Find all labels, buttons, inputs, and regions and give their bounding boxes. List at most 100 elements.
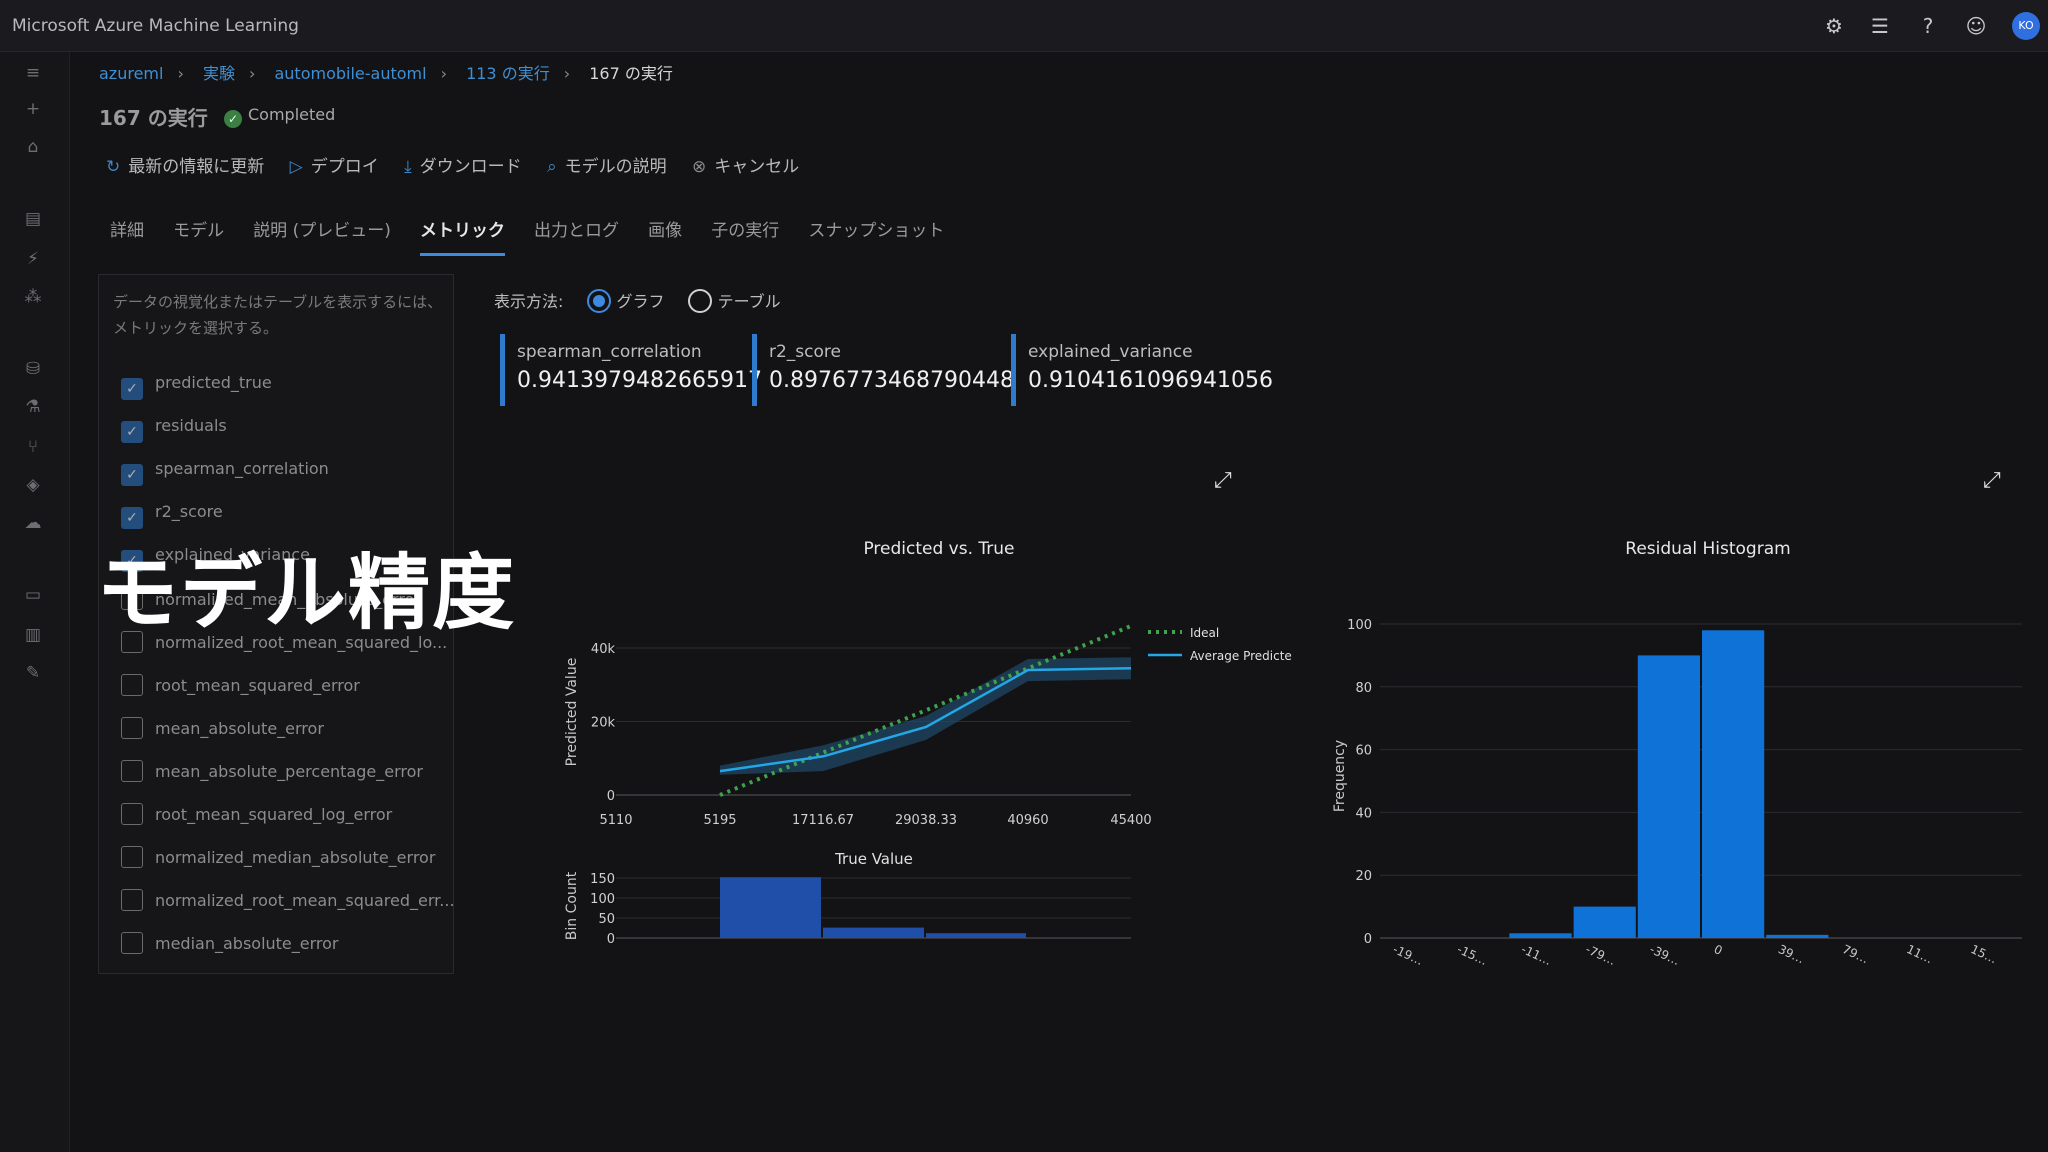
y-tick-label: 100 bbox=[590, 892, 615, 907]
refresh-icon: ↻ bbox=[106, 157, 121, 177]
chevron-right-icon: › bbox=[177, 64, 184, 83]
checkbox[interactable]: ✓ bbox=[121, 507, 143, 529]
checkbox[interactable] bbox=[121, 803, 143, 825]
checkbox[interactable] bbox=[121, 932, 143, 954]
table-radio[interactable] bbox=[687, 289, 712, 313]
table-radio-label[interactable]: テーブル bbox=[717, 292, 781, 311]
metric-label: explained_variance bbox=[155, 545, 310, 564]
checkbox[interactable] bbox=[121, 674, 143, 696]
tab-metrics[interactable]: メトリック bbox=[419, 216, 505, 256]
play-icon: ▷ bbox=[289, 157, 303, 177]
y-axis-label: Bin Count bbox=[564, 871, 580, 940]
pipelines-icon[interactable]: ⑂ bbox=[27, 437, 39, 457]
metric-label: mean_absolute_percentage_error bbox=[155, 762, 423, 781]
endpoints-icon[interactable]: ☁ bbox=[24, 513, 42, 533]
metric-checkbox-row[interactable]: mean_absolute_error bbox=[121, 717, 324, 741]
metric-checkbox-row[interactable]: normalized_root_mean_squared_lo... bbox=[121, 631, 447, 655]
breadcrumb-item[interactable]: azureml bbox=[99, 64, 164, 83]
graph-radio[interactable] bbox=[586, 289, 611, 313]
metric-checkbox-row[interactable]: normalized_mean_absolute_error bbox=[121, 588, 421, 612]
tab-details[interactable]: 詳細 bbox=[110, 221, 144, 241]
view-mode: 表示方法: グラフ テーブル bbox=[494, 288, 781, 313]
x-tick-label: 11… bbox=[1904, 942, 1935, 966]
metric-checkbox-row[interactable]: normalized_root_mean_squared_err... bbox=[121, 889, 455, 913]
breadcrumb-item[interactable]: 実験 bbox=[202, 64, 235, 83]
expand-icon[interactable]: ⤢ bbox=[1983, 468, 2001, 493]
expand-icon[interactable]: ⤢ bbox=[1214, 468, 1232, 493]
metric-label: predicted_true bbox=[155, 373, 272, 392]
checkbox[interactable]: ✓ bbox=[121, 378, 143, 400]
metric-checkbox-row[interactable]: ✓ residuals bbox=[121, 416, 227, 443]
metric-checkbox-row[interactable]: root_mean_squared_log_error bbox=[121, 803, 392, 827]
checkbox[interactable] bbox=[121, 717, 143, 739]
tab-child-runs[interactable]: 子の実行 bbox=[711, 221, 780, 241]
help-icon[interactable]: ? bbox=[1922, 14, 1934, 38]
histogram-bar bbox=[1637, 655, 1700, 938]
designer-icon[interactable]: ⁂ bbox=[24, 287, 42, 307]
gear-icon[interactable]: ⚙ bbox=[1825, 14, 1843, 38]
breadcrumb-current: 167 の実行 bbox=[589, 64, 673, 83]
deploy-button[interactable]: ▷ デプロイ bbox=[290, 152, 379, 177]
datastores-icon[interactable]: ▥ bbox=[24, 625, 42, 645]
chevron-right-icon: › bbox=[563, 64, 571, 83]
tab-snapshot[interactable]: スナップショット bbox=[808, 221, 945, 241]
labeling-icon[interactable]: ✎ bbox=[25, 663, 41, 683]
breadcrumb-item[interactable]: 113 の実行 bbox=[466, 64, 550, 83]
compute-icon[interactable]: ▭ bbox=[24, 585, 42, 605]
explain-label: モデルの説明 bbox=[564, 157, 667, 177]
metric-checkbox-row[interactable]: ✓ predicted_true bbox=[121, 373, 272, 400]
cancel-button[interactable]: ⊗ キャンセル bbox=[692, 152, 799, 177]
tab-models[interactable]: モデル bbox=[173, 221, 225, 241]
x-tick-label: 29038.33 bbox=[895, 813, 957, 828]
x-tick-label: 40960 bbox=[1007, 813, 1048, 828]
page-title: 167 の実行 bbox=[99, 106, 208, 130]
metric-checkbox-row[interactable]: median_absolute_error bbox=[121, 932, 339, 956]
histogram-bar bbox=[720, 877, 821, 938]
app-title[interactable]: Microsoft Azure Machine Learning bbox=[12, 16, 299, 36]
experiments-icon[interactable]: ⚗ bbox=[25, 397, 41, 417]
hamburger-icon[interactable]: ≡ bbox=[25, 63, 41, 83]
automl-icon[interactable]: ⚡ bbox=[27, 249, 39, 269]
metric-checkbox-row[interactable]: ✓ explained_variance bbox=[121, 545, 310, 572]
checkbox[interactable] bbox=[121, 760, 143, 782]
view-mode-label: 表示方法: bbox=[494, 292, 564, 311]
checkbox[interactable] bbox=[121, 631, 143, 653]
checkbox[interactable] bbox=[121, 588, 143, 610]
datasets-icon[interactable]: ⛁ bbox=[25, 359, 41, 379]
status-text: Completed bbox=[248, 105, 336, 124]
home-icon[interactable]: ⌂ bbox=[27, 137, 39, 157]
metric-checkbox-row[interactable]: normalized_median_absolute_error bbox=[121, 846, 435, 870]
smiley-icon[interactable]: ☺ bbox=[1965, 14, 1987, 38]
cancel-icon: ⊗ bbox=[692, 157, 707, 177]
checkbox[interactable] bbox=[121, 846, 143, 868]
explain-model-button[interactable]: ⌕ モデルの説明 bbox=[547, 152, 667, 177]
models-icon[interactable]: ◈ bbox=[26, 475, 40, 495]
metric-checkbox-row[interactable]: root_mean_squared_error bbox=[121, 674, 360, 698]
tab-images[interactable]: 画像 bbox=[648, 221, 683, 241]
histogram-bar bbox=[926, 933, 1026, 938]
download-icon: ⤓ bbox=[404, 157, 412, 177]
download-button[interactable]: ⤓ ダウンロード bbox=[404, 152, 522, 177]
graph-radio-label[interactable]: グラフ bbox=[616, 292, 665, 311]
metric-checkbox-row[interactable]: ✓ r2_score bbox=[121, 502, 223, 529]
refresh-button[interactable]: ↻ 最新の情報に更新 bbox=[106, 152, 264, 177]
tab-outputs-logs[interactable]: 出力とログ bbox=[534, 221, 620, 241]
tab-explanations[interactable]: 説明 (プレビュー) bbox=[253, 221, 391, 241]
notebook-icon[interactable]: ▤ bbox=[24, 209, 42, 229]
x-tick-label: 39… bbox=[1776, 942, 1807, 966]
plus-icon[interactable]: + bbox=[25, 99, 41, 119]
checkbox[interactable] bbox=[121, 889, 143, 911]
metric-label: root_mean_squared_error bbox=[155, 676, 360, 695]
checkbox[interactable]: ✓ bbox=[121, 421, 143, 443]
x-tick-label: 5110 bbox=[599, 813, 632, 828]
metric-checkbox-row[interactable]: ✓ spearman_correlation bbox=[121, 459, 329, 486]
breadcrumb-item[interactable]: automobile-automl bbox=[274, 64, 427, 83]
ideal-line bbox=[719, 624, 1132, 797]
checkbox[interactable]: ✓ bbox=[121, 550, 143, 572]
avatar[interactable]: KO bbox=[2012, 12, 2040, 40]
metric-checkbox-row[interactable]: mean_absolute_percentage_error bbox=[121, 760, 423, 784]
checkbox[interactable]: ✓ bbox=[121, 464, 143, 486]
metric-label: spearman_correlation bbox=[155, 459, 329, 478]
y-tick-label: 0 bbox=[1364, 932, 1372, 947]
notes-icon[interactable]: ☰ bbox=[1871, 14, 1889, 38]
